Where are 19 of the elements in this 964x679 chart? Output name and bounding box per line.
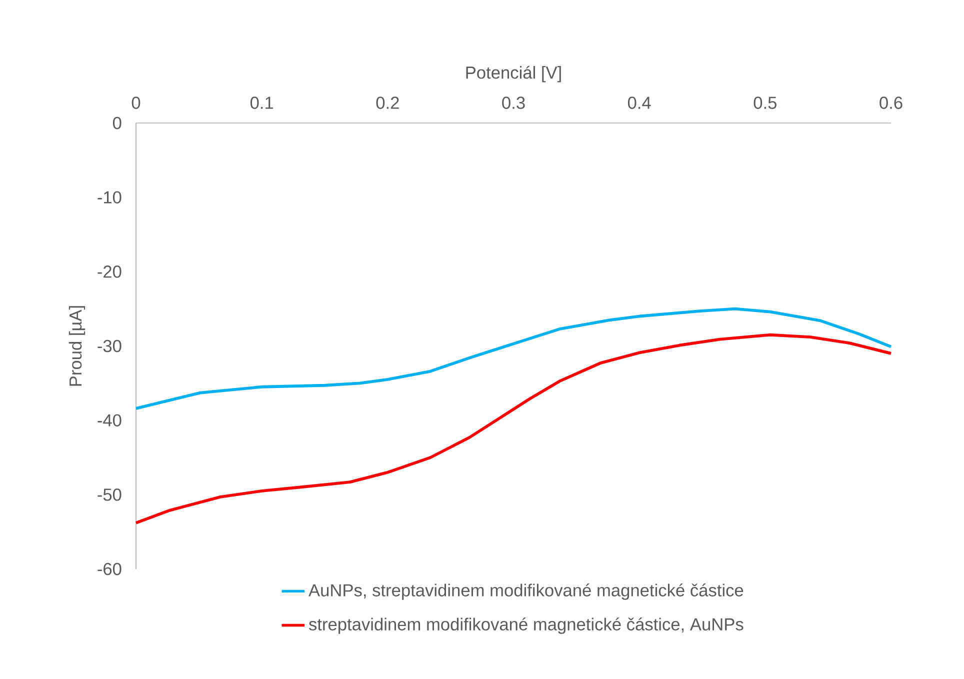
y-tick-label: -50 (98, 488, 122, 501)
x-tick-label: 0.1 (250, 96, 274, 109)
legend-label: AuNPs, streptavidinem modifikované magnetické částice (308, 584, 744, 600)
y-axis-title: Proud [µA] (68, 306, 86, 386)
y-tick-label: -30 (98, 340, 122, 352)
x-tick-label: 0.5 (754, 96, 776, 109)
y-tick-label: 0 (112, 116, 122, 130)
line-series (134, 307, 892, 410)
y-tick-label: -40 (98, 414, 122, 426)
x-tick-label: 0.3 (502, 96, 525, 109)
x-tick-label: 0 (132, 96, 140, 109)
x-tick-label: 0.4 (628, 96, 651, 109)
y-tick-label: -10 (98, 191, 122, 204)
x-tick-label: 0.6 (880, 96, 902, 109)
legend-label: streptavidinem modifikované magnetické částice, AuNPs (308, 618, 744, 634)
y-tick-label: -60 (98, 562, 122, 576)
x-tick-label: 0.2 (376, 96, 399, 109)
x-axis-title: Potenciál [V] (466, 66, 561, 82)
y-tick-label: -20 (98, 266, 122, 278)
